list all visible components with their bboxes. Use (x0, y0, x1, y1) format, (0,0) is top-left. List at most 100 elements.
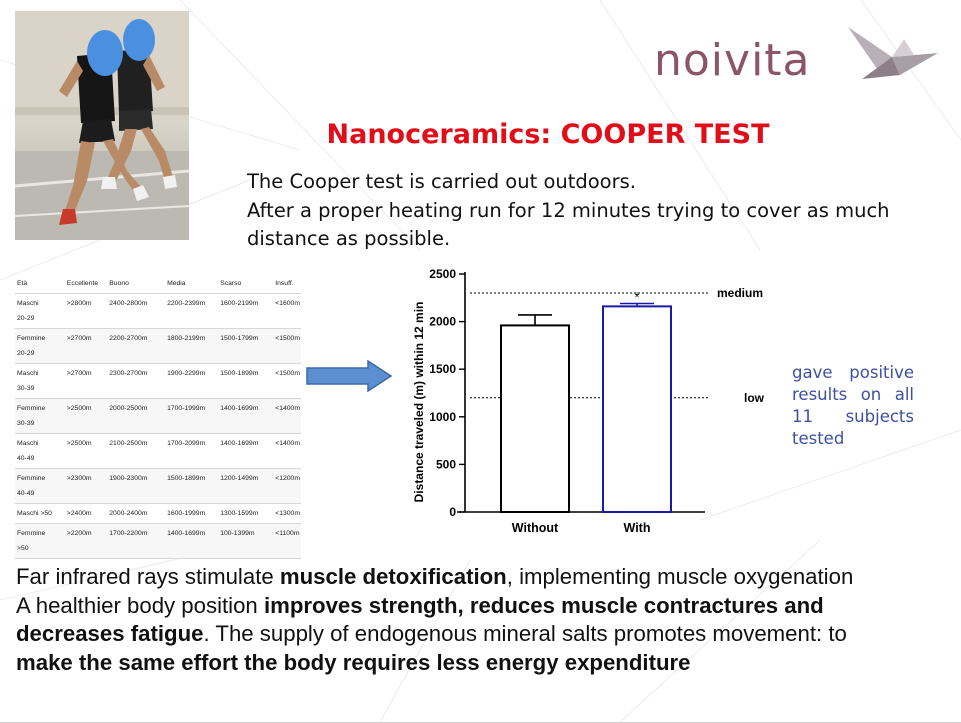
table-cell: 2200-2399m (165, 293, 219, 329)
table-row: Femmine >50 >2200m 1700-2200m 1400-1699m … (15, 523, 301, 559)
table-cell: >2500m (64, 433, 108, 469)
face-blur-right (123, 19, 155, 61)
x-tick-label: Without (512, 521, 559, 535)
y-tick-label: 1500 (429, 362, 456, 376)
table-cell-group: Maschi >50 (15, 503, 65, 524)
table-cell: <1500m (273, 363, 301, 399)
table-cell: <1400m (273, 433, 301, 469)
table-cell: <1500m (273, 328, 301, 364)
table-cell: 1700-2099m (165, 433, 219, 469)
table-cell: 1400-1699m (165, 523, 219, 559)
x-tick-label: With (624, 521, 651, 535)
note-line: gave positive (792, 363, 914, 382)
table-row: Femmine 30-39 >2500m 2000-2500m 1700-1999… (15, 398, 301, 434)
table-header-cell: Scarso (218, 277, 274, 294)
cooper-reference-table: Età Eccellente Buono Media Scarso Insuff… (15, 277, 301, 559)
right-arrow-icon (306, 360, 392, 392)
table-cell-group: Maschi 20-29 (15, 293, 65, 329)
table-cell: >2800m (64, 293, 108, 329)
intro-line: distance as possible. (247, 227, 451, 250)
table-cell: >2700m (64, 363, 108, 399)
table-cell: >2300m (64, 468, 108, 504)
bar-without (500, 324, 570, 513)
intro-text: The Cooper test is carried out outdoors.… (247, 168, 927, 254)
results-note: gave positive results on all 11 subjects… (792, 362, 914, 450)
table-cell: >2500m (64, 398, 108, 434)
table-cell: 1500-1899m (218, 363, 274, 399)
table-cell: 2300-2700m (107, 363, 166, 399)
table-row: Femmine 20-29 >2700m 2200-2700m 1800-2199… (15, 328, 301, 364)
table-cell: 1800-2199m (165, 328, 219, 364)
reference-label-low: low (744, 391, 765, 405)
table-cell: 1500-1899m (165, 468, 219, 504)
table-header-cell: Buono (107, 277, 166, 294)
logo-text: noivita (654, 35, 811, 86)
table-row: Maschi 20-29 >2800m 2400-2800m 2200-2399m… (15, 293, 301, 329)
table-cell: 1700-1999m (165, 398, 219, 434)
table-header-cell: Eccellente (64, 277, 108, 294)
note-line: results on all (792, 385, 914, 404)
y-axis-label: Distance traveled (m) within 12 min (412, 302, 426, 503)
table-cell: <1300m (273, 503, 301, 524)
table-cell: 1900-2299m (165, 363, 219, 399)
benefits-line: A healthier body position improves stren… (16, 592, 824, 618)
table-header-cell: Età (15, 277, 65, 294)
benefits-text: Far infrared rays stimulate muscle detox… (16, 563, 951, 678)
intro-line: After a proper heating run for 12 minute… (247, 198, 890, 222)
face-blur-left (87, 30, 123, 76)
table-cell: <1400m (273, 398, 301, 434)
table-cell: >2200m (64, 523, 108, 559)
page-title: Nanoceramics: COOPER TEST (326, 119, 770, 150)
y-tick-label: 500 (436, 457, 456, 471)
benefits-line: Far infrared rays stimulate muscle detox… (16, 564, 854, 589)
cooper-bar-chart: Distance traveled (m) within 12 min 0 500… (412, 267, 765, 535)
table-cell: 2200-2700m (107, 328, 166, 364)
table-cell: 1400-1699m (218, 433, 274, 469)
table-cell-group: Femmine >50 (15, 523, 65, 559)
table-cell-group: Femmine 20-29 (15, 328, 65, 364)
table-cell: 1600-1999m (165, 503, 219, 524)
table-header-cell: Insuff. (273, 277, 301, 294)
reference-label-medium: medium (717, 286, 763, 300)
table-cell-group: Femmine 40-49 (15, 468, 65, 504)
y-tick-label: 2000 (429, 315, 456, 329)
bar-with (602, 305, 672, 514)
table-cell: <1600m (273, 293, 301, 329)
y-tick-label: 2500 (429, 267, 456, 281)
benefits-line: make the same effort the body requires l… (16, 650, 691, 676)
y-tick-label: 1000 (429, 410, 456, 424)
table-cell: 2000-2500m (107, 398, 166, 434)
table-cell: 100-1399m (218, 523, 274, 559)
y-tick-label: 0 (449, 505, 456, 519)
note-line: tested (792, 429, 845, 448)
table-cell: 1300-1599m (218, 503, 274, 524)
table-cell-group: Femmine 30-39 (15, 398, 65, 434)
table-header-cell: Media (165, 277, 219, 294)
table-cell: 1600-2199m (218, 293, 274, 329)
table-row: Maschi 40-49 >2500m 2100-2500m 1700-2099m… (15, 433, 301, 469)
significance-marker: * (634, 290, 639, 305)
table-cell-group: Maschi 30-39 (15, 363, 65, 399)
table-cell: 1700-2200m (107, 523, 166, 559)
runners-photo (15, 11, 189, 240)
table-row: Maschi >50 >2400m 2000-2400m 1600-1999m … (15, 503, 301, 524)
table-cell: 1500-1799m (218, 328, 274, 364)
table-cell: >2700m (64, 328, 108, 364)
table-header-row: Età Eccellente Buono Media Scarso Insuff… (15, 277, 301, 294)
intro-line: The Cooper test is carried out outdoors. (247, 170, 636, 193)
table-cell: 2000-2400m (107, 503, 166, 524)
runner-right (101, 49, 177, 189)
table-cell: 2100-2500m (107, 433, 166, 469)
bird-icon (848, 27, 938, 79)
table-cell: 1900-2300m (107, 468, 166, 504)
table-cell: 1200-1499m (218, 468, 274, 504)
note-line: 11 subjects (792, 407, 914, 426)
table-cell: >2400m (64, 503, 108, 524)
noivita-logo: noivita (650, 15, 950, 90)
table-cell: <1200m (273, 468, 301, 504)
table-row: Femmine 40-49 >2300m 1900-2300m 1500-1899… (15, 468, 301, 504)
benefits-line: decreases fatigue. The supply of endogen… (16, 621, 847, 647)
table-cell: 2400-2800m (107, 293, 166, 329)
